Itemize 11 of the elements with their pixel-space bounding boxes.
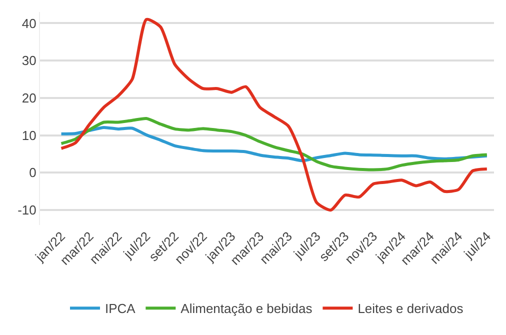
line-series — [60, 117, 488, 172]
line-series — [60, 18, 488, 212]
y-tick-label: -10 — [18, 202, 36, 218]
legend-label: Leites e derivados — [358, 301, 464, 316]
y-tick-label: 0 — [29, 165, 36, 180]
y-tick-label: 30 — [22, 53, 36, 68]
y-tick-label: 20 — [22, 90, 36, 106]
y-tick-label: 40 — [22, 16, 36, 31]
legend-label: IPCA — [105, 301, 136, 316]
y-tick-label: 10 — [22, 128, 36, 143]
legend-label: Alimentação e bebidas — [180, 301, 313, 316]
